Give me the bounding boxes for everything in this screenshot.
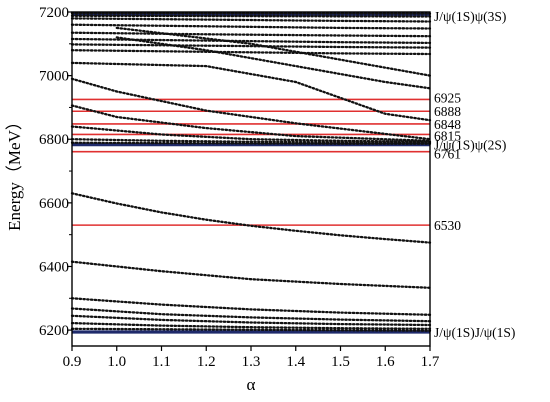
x-axis-title: α: [247, 375, 256, 394]
y-axis: 6200 6400 6600 6800 7000 7200: [39, 5, 72, 339]
level-curve-20: [70, 17, 432, 23]
level-curve-16: [70, 43, 432, 49]
level-curve-2: [70, 314, 432, 327]
right-annotations: J/ψ(1S)J/ψ(1S) J/ψ(1S)ψ(2S) J/ψ(1S)ψ(3S) 65…: [434, 9, 515, 340]
x-tick-label: 1.0: [107, 354, 126, 370]
level-curve-11: [70, 77, 432, 141]
level-curve-19: [70, 23, 432, 30]
y-tick-label: 7000: [39, 69, 69, 85]
y-tick-label: 6800: [39, 132, 69, 148]
x-tick-label: 1.7: [421, 354, 440, 370]
threshold-label-2: J/ψ(1S)ψ(3S): [434, 9, 506, 24]
y-axis-title: Energy（MeV）: [5, 113, 24, 231]
level-curve-18: [70, 31, 432, 38]
resonance-label-6530: 6530: [434, 218, 461, 233]
level-curve-4: [70, 297, 432, 316]
chart-marks: [70, 12, 432, 334]
resonance-label-6761: 6761: [434, 147, 461, 162]
plot-frame: [71, 11, 431, 347]
x-axis: 0.9 1.0 1.1 1.2 1.3 1.4 1.5 1.6 1.7: [63, 346, 440, 370]
level-curve-5: [70, 260, 432, 289]
y-tick-label: 6400: [39, 259, 69, 275]
level-curve-8: [70, 138, 432, 144]
threshold-label-1: J/ψ(1S)ψ(2S): [434, 138, 506, 153]
x-tick-label: 1.4: [286, 354, 305, 370]
level-curve-14: [115, 26, 432, 77]
level-curve-6: [70, 192, 432, 244]
x-tick-label: 1.2: [197, 354, 216, 370]
level-curve-12: [70, 61, 432, 122]
level-curve-1: [70, 321, 432, 330]
x-tick-label: 1.1: [152, 354, 171, 370]
level-curve-17: [70, 37, 432, 45]
resonance-label-6815: 6815: [434, 128, 461, 143]
resonance-label-6848: 6848: [434, 117, 461, 132]
y-tick-label: 6200: [39, 323, 69, 339]
resonance-label-6925: 6925: [434, 90, 461, 105]
level-curve-7: [70, 141, 432, 145]
x-tick-label: 1.6: [376, 354, 395, 370]
level-curve-15: [70, 49, 432, 56]
level-curve-0: [70, 327, 432, 332]
level-curve-9: [70, 125, 432, 143]
level-curve-3: [70, 307, 432, 323]
x-tick-label: 1.5: [331, 354, 350, 370]
level-curve-10: [70, 104, 432, 142]
threshold-label-0: J/ψ(1S)J/ψ(1S): [434, 325, 515, 340]
resonance-label-6888: 6888: [434, 104, 461, 119]
y-tick-label: 7200: [39, 5, 69, 21]
y-tick-label: 6600: [39, 196, 69, 212]
level-curve-21: [70, 14, 432, 18]
x-tick-label: 1.3: [242, 354, 261, 370]
x-tick-label: 0.9: [63, 354, 82, 370]
